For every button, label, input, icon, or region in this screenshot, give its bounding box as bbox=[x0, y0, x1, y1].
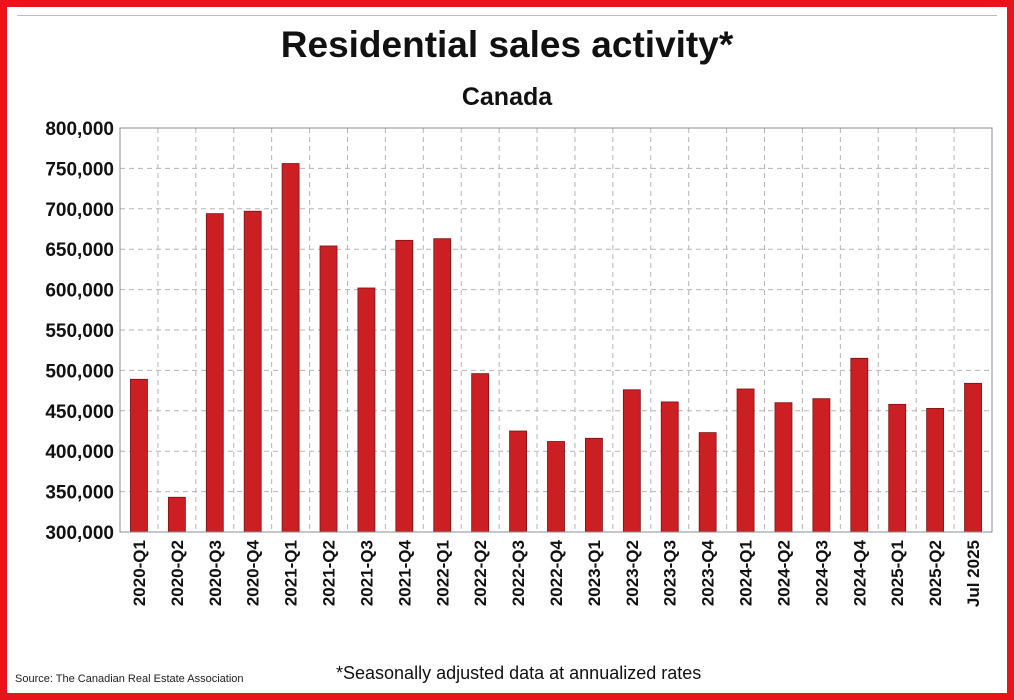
y-tick-label: 750,000 bbox=[45, 159, 114, 180]
bar-2024-q2 bbox=[774, 402, 793, 533]
x-tick-label: 2020-Q3 bbox=[206, 540, 225, 606]
bar-2021-q3 bbox=[357, 287, 376, 533]
bar-2022-q2 bbox=[471, 373, 490, 533]
bar-2023-q1 bbox=[585, 437, 603, 533]
y-tick-label: 350,000 bbox=[45, 483, 114, 504]
chart-subtitle: Canada bbox=[461, 83, 553, 111]
x-tick-label: 2024-Q4 bbox=[850, 539, 869, 606]
x-tick-label: 2022-Q1 bbox=[433, 540, 452, 606]
y-tick-label: 550,000 bbox=[45, 321, 114, 342]
x-tick-label: 2024-Q2 bbox=[774, 540, 793, 606]
x-tick-label: 2024-Q1 bbox=[737, 540, 756, 606]
bar-2021-q1 bbox=[281, 163, 300, 533]
bar-2021-q4 bbox=[395, 239, 414, 533]
y-tick-label: 700,000 bbox=[45, 200, 114, 221]
bar-2022-q4 bbox=[547, 441, 565, 533]
x-tick-label: 2021-Q2 bbox=[320, 540, 339, 606]
bars bbox=[130, 163, 982, 533]
bar-2021-q2 bbox=[319, 245, 338, 533]
bar-2025-q1 bbox=[888, 403, 907, 533]
bar-2020-q2 bbox=[167, 496, 186, 533]
bar-2023-q2 bbox=[622, 389, 641, 533]
y-tick-label: 600,000 bbox=[45, 281, 114, 302]
bar-2022-q1 bbox=[433, 238, 452, 533]
bar-2020-q1 bbox=[130, 378, 148, 533]
bar-2022-q3 bbox=[509, 430, 527, 533]
x-tick-label: 2023-Q4 bbox=[699, 539, 718, 606]
x-tick-label: 2021-Q3 bbox=[357, 540, 376, 606]
footnote: *Seasonally adjusted data at annualized … bbox=[336, 663, 702, 683]
x-tick-label: 2024-Q3 bbox=[812, 540, 831, 606]
x-tick-label: 2023-Q3 bbox=[661, 540, 680, 606]
bar-2020-q4 bbox=[243, 210, 262, 533]
bar-2023-q3 bbox=[660, 401, 679, 533]
x-tick-label: 2025-Q2 bbox=[926, 540, 945, 606]
plot-area-border bbox=[119, 127, 993, 533]
bar-2024-q1 bbox=[736, 388, 755, 533]
bar-2023-q4 bbox=[698, 432, 717, 533]
x-tick-label: 2020-Q2 bbox=[168, 540, 187, 606]
x-tick-label: Jul 2025 bbox=[964, 540, 983, 607]
bar-2020-q3 bbox=[205, 213, 224, 533]
x-tick-label: 2022-Q3 bbox=[509, 540, 528, 606]
bar-2025-q2 bbox=[926, 407, 945, 533]
x-tick-label: 2023-Q2 bbox=[623, 540, 642, 606]
y-tick-label: 500,000 bbox=[45, 361, 114, 382]
x-tick-label: 2022-Q4 bbox=[547, 539, 566, 606]
x-tick-label: 2023-Q1 bbox=[585, 540, 604, 606]
y-tick-label: 800,000 bbox=[45, 119, 114, 140]
x-axis-ticks: 2020-Q1 2020-Q2 2020-Q3 2020-Q4 2021-Q1 2021-… bbox=[130, 539, 983, 607]
x-tick-label: 2020-Q1 bbox=[130, 540, 149, 606]
bar-2024-q3 bbox=[812, 398, 831, 533]
y-tick-label: 650,000 bbox=[45, 240, 114, 261]
x-tick-label: 2021-Q4 bbox=[395, 539, 414, 606]
x-tick-label: 2025-Q1 bbox=[888, 540, 907, 606]
x-tick-label: 2021-Q1 bbox=[282, 540, 301, 606]
y-tick-label: 450,000 bbox=[45, 402, 114, 423]
x-tick-label: 2020-Q4 bbox=[244, 539, 263, 606]
chart-title: Residential sales activity* bbox=[280, 24, 734, 65]
top-rule bbox=[17, 15, 997, 16]
bar-2024-q4 bbox=[850, 357, 869, 533]
bar-jul-2025 bbox=[964, 382, 982, 533]
x-tick-label: 2022-Q2 bbox=[471, 540, 490, 606]
source-note: Source: The Canadian Real Estate Associa… bbox=[15, 673, 244, 685]
y-axis-ticks: 300,000 350,000 400,000 450,000 500,000 550,0… bbox=[45, 119, 114, 544]
y-tick-label: 400,000 bbox=[45, 442, 114, 463]
y-tick-label: 300,000 bbox=[45, 523, 114, 544]
